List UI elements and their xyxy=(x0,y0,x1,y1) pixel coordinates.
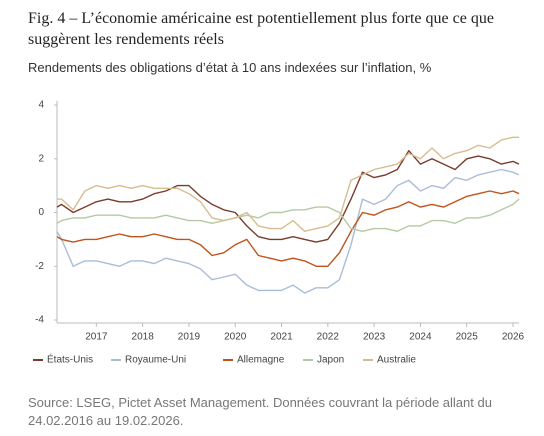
legend-label: Australie xyxy=(377,355,416,366)
x-tick-label: 2025 xyxy=(456,332,479,343)
y-tick-label: 2 xyxy=(38,153,44,164)
x-tick-label: 2019 xyxy=(178,332,201,343)
x-tick-label: 2018 xyxy=(132,332,155,343)
chart-subtitle: Rendements des obligations d’état à 10 a… xyxy=(28,60,432,75)
legend-label: États-Unis xyxy=(47,353,93,366)
series-line xyxy=(56,168,520,294)
x-tick-label: 2022 xyxy=(317,332,340,343)
legend-label: Allemagne xyxy=(237,355,285,366)
series-line xyxy=(57,136,519,232)
legend-label: Japon xyxy=(317,355,344,366)
x-tick-label: 2024 xyxy=(409,332,432,343)
y-tick-label: -2 xyxy=(35,261,44,272)
y-tick-label: 0 xyxy=(38,207,44,218)
chart-title: Fig. 4 – L’économie américaine est poten… xyxy=(28,10,494,48)
x-tick-label: 2017 xyxy=(85,332,108,343)
y-tick-label: 4 xyxy=(38,100,44,111)
source-note: Source: LSEG, Pictet Asset Management. D… xyxy=(28,395,492,428)
series-line xyxy=(56,190,520,267)
chart: -4 -2 0 2 4 2017 2018 2019 2020 2021 2022 2023 2024 2… xyxy=(33,100,525,366)
series-line xyxy=(56,198,520,232)
x-tick-label: 2026 xyxy=(502,332,525,343)
x-tick-label: 2021 xyxy=(270,332,293,343)
series-line xyxy=(56,150,520,243)
legend-label: Royaume-Uni xyxy=(125,355,186,366)
x-tick-label: 2020 xyxy=(224,332,247,343)
y-tick-label: -4 xyxy=(35,315,44,326)
x-tick-label: 2023 xyxy=(363,332,386,343)
